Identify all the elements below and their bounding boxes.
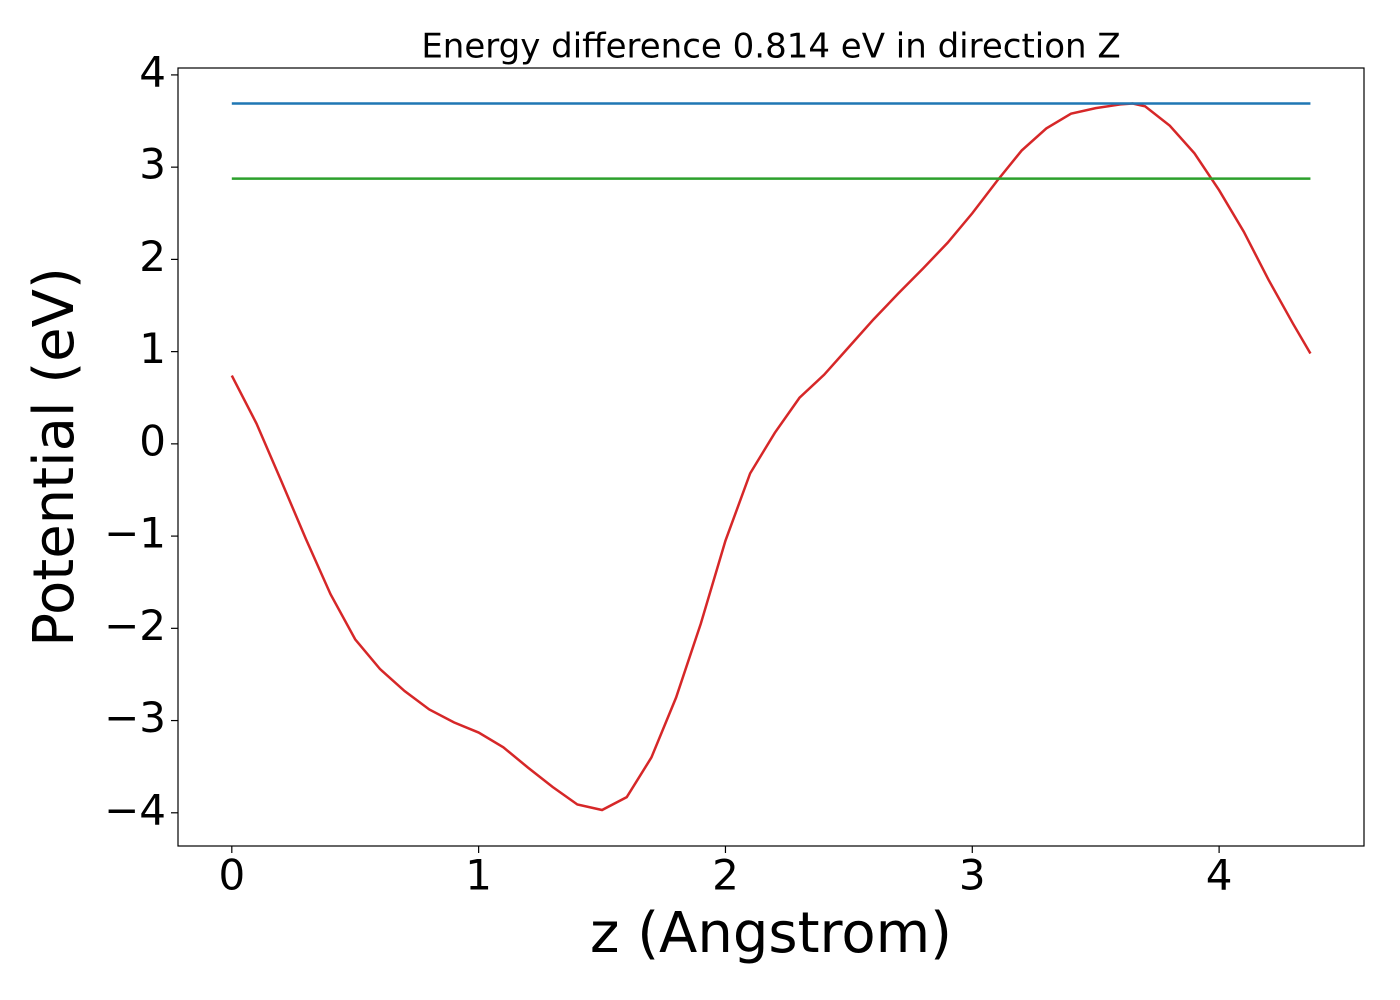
x-tick-label: 0 [218,851,245,900]
y-tick-label: 0 [139,416,166,465]
chart-title: Energy difference 0.814 eV in direction … [421,27,1120,67]
x-tick-label: 4 [1206,851,1233,900]
line [230,102,1312,812]
x-tick-label: 1 [465,851,492,900]
y-tick-label: −3 [104,693,166,742]
x-tick-label: 3 [959,851,986,900]
y-tick-label: 1 [139,324,166,373]
y-tick-label: 3 [139,140,166,189]
y-tick-label: 2 [139,232,166,281]
x-tick-label: 2 [712,851,739,900]
y-tick-label: −4 [104,785,166,834]
y-tick-label: −1 [104,509,166,558]
x-axis-label: z (Angstrom) [590,901,952,966]
plot-frame [177,67,1365,847]
y-axis-label: Potential (eV) [22,267,87,647]
y-tick-label: −2 [104,601,166,650]
y-tick-label: 4 [139,47,166,96]
